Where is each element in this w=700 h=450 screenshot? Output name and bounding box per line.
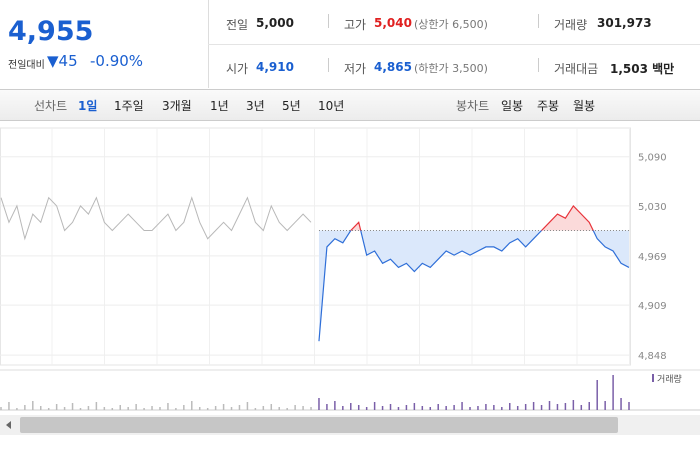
- field-value: 4,865: [374, 60, 412, 74]
- tab[interactable]: 주봉: [537, 99, 560, 113]
- plot-frame: [0, 127, 631, 366]
- divider: [538, 14, 539, 28]
- field-label: 시가: [226, 62, 249, 76]
- tab[interactable]: 월봉: [573, 99, 596, 113]
- y-tick-label: 5,090: [638, 153, 667, 164]
- y-tick-label: 4,969: [638, 252, 667, 263]
- volume-legend: 거래량: [657, 373, 682, 385]
- area-down: [318, 230, 629, 342]
- tab[interactable]: 일봉: [501, 99, 524, 113]
- volume-legend-swatch: [652, 374, 654, 382]
- tab-group-label[interactable]: 봉차트: [456, 99, 490, 113]
- field-label: 거래량: [554, 18, 588, 32]
- change-label: 전일대비: [8, 60, 45, 71]
- tab[interactable]: 5년: [282, 99, 301, 113]
- divider: [328, 58, 329, 72]
- field-value: 301,973: [597, 16, 652, 30]
- tab[interactable]: 3개월: [162, 99, 192, 113]
- tab[interactable]: 3년: [246, 99, 265, 113]
- line: [0, 196, 312, 241]
- price: 4,955: [8, 16, 94, 47]
- tab-bar: 선차트 1일 1주일 3개월 1년 3년 5년 10년 봉차트 일봉 주봉 월봉: [0, 89, 700, 121]
- y-tick-label: 4,909: [638, 301, 667, 312]
- line-up: [350, 204, 594, 231]
- field-label: 고가: [344, 18, 367, 32]
- field-note: (하한가 3,500): [414, 62, 488, 75]
- field-label: 저가: [344, 62, 367, 76]
- field-label: 전일: [226, 18, 249, 32]
- divider: [208, 44, 700, 45]
- scrollbar-thumb: [20, 417, 618, 433]
- field-value: 4,910: [256, 60, 294, 74]
- tab[interactable]: 1주일: [114, 99, 144, 113]
- change: ▼45: [47, 52, 78, 70]
- tab-group-label[interactable]: 선차트: [34, 99, 68, 113]
- divider: [328, 14, 329, 28]
- field-value: 5,040: [374, 16, 412, 30]
- change-pct: -0.90%: [90, 52, 144, 70]
- tab[interactable]: 1년: [210, 99, 229, 113]
- line: [318, 230, 630, 342]
- tab[interactable]: 1일: [78, 99, 98, 113]
- scroll-left-arrow: [6, 421, 11, 429]
- field-label: 거래대금: [554, 62, 599, 76]
- y-tick-label: 4,848: [638, 351, 667, 362]
- area-up: [350, 205, 594, 231]
- field-note: (상한가 6,500): [414, 18, 488, 31]
- tab[interactable]: 10년: [318, 99, 345, 113]
- chart: 5,090 5,030 4,969 4,909 4,848 거래량: [0, 127, 700, 435]
- divider: [538, 58, 539, 72]
- price-box: 4,955 전일대비 ▼45 -0.90%: [0, 0, 209, 88]
- y-tick-label: 5,030: [638, 202, 667, 213]
- field-value: 1,503 백만: [610, 62, 675, 76]
- field-value: 5,000: [256, 16, 294, 30]
